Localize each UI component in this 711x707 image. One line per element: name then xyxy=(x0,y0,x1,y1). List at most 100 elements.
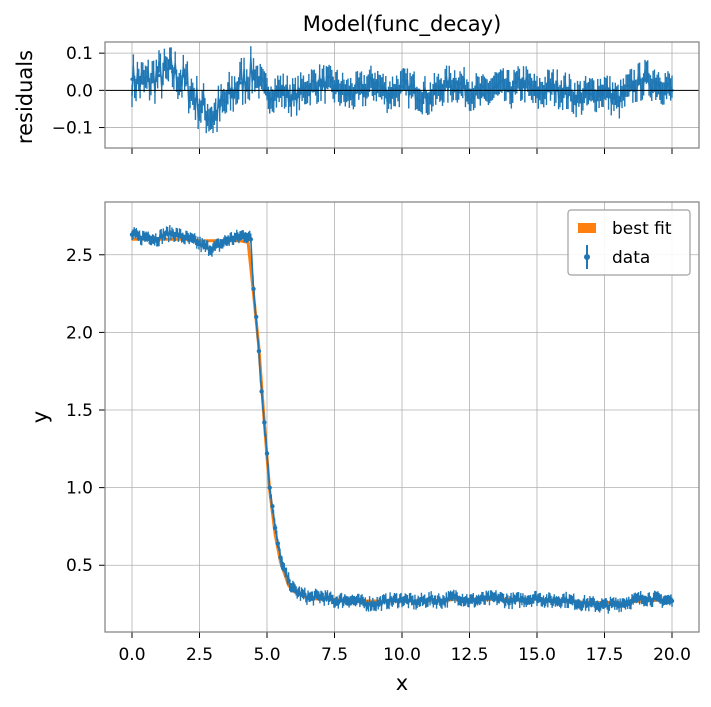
data-point xyxy=(275,541,280,546)
residual-point xyxy=(319,81,323,85)
residual-point xyxy=(548,85,553,89)
data-point xyxy=(359,600,364,605)
residual-point xyxy=(130,77,134,81)
data-point xyxy=(146,233,151,239)
y-axis-label: y xyxy=(28,411,52,423)
main-y-tick-label: 2.5 xyxy=(66,246,93,266)
data-point xyxy=(227,237,232,242)
residual-point xyxy=(521,81,526,85)
residual-point xyxy=(386,92,391,96)
main-x-tick-label: 10.0 xyxy=(383,645,421,665)
data-point xyxy=(629,598,634,604)
data-point xyxy=(264,451,270,456)
residual-point xyxy=(238,81,242,85)
data-point xyxy=(440,598,445,604)
main-x-tick-label: 2.5 xyxy=(186,645,213,665)
data-point xyxy=(656,597,661,602)
residual-point xyxy=(170,70,175,74)
residual-point xyxy=(373,81,377,85)
data-point xyxy=(129,232,135,237)
residuals-y-ticks: 0.1 0.0 −0.1 xyxy=(52,44,105,139)
data-point xyxy=(202,244,208,250)
data-point xyxy=(507,598,513,604)
chart-title: Model(func_decay) xyxy=(303,12,502,37)
data-point xyxy=(267,485,272,490)
data-point xyxy=(286,578,291,583)
data-point xyxy=(259,389,264,394)
residual-point xyxy=(481,92,485,96)
data-point xyxy=(210,246,216,251)
data-point xyxy=(318,594,324,599)
residual-point xyxy=(427,96,431,100)
data-point xyxy=(248,237,253,242)
main-y-tick-label: 2.0 xyxy=(66,323,93,343)
residual-point xyxy=(454,81,458,85)
main-marks xyxy=(129,225,675,614)
data-point xyxy=(332,598,337,604)
data-point xyxy=(534,595,540,601)
data-point xyxy=(494,595,499,601)
main-y-tick-label: 1.5 xyxy=(66,401,93,421)
residual-point xyxy=(143,81,148,85)
main-y-tick-label: 1.0 xyxy=(66,479,93,499)
data-point xyxy=(426,597,432,602)
data-point xyxy=(270,504,275,509)
data-point xyxy=(218,241,224,247)
residual-point xyxy=(157,73,161,78)
data-point xyxy=(602,603,607,608)
data-point xyxy=(243,232,248,237)
residual-point xyxy=(292,96,296,100)
data-point xyxy=(194,240,199,245)
residual-point xyxy=(629,85,634,89)
data-point xyxy=(154,237,159,242)
data-point xyxy=(642,595,648,601)
main-x-tick-label: 5.0 xyxy=(253,645,280,665)
residual-point xyxy=(305,85,310,89)
data-point xyxy=(291,587,297,593)
residuals-y-axis-label: residuals xyxy=(13,50,37,144)
data-point xyxy=(281,566,286,571)
x-axis-label: x xyxy=(396,671,408,695)
residuals-series xyxy=(131,57,673,123)
data-point xyxy=(413,600,418,605)
data-point xyxy=(186,237,191,242)
data-point xyxy=(278,555,283,560)
main-x-tick-label: 15.0 xyxy=(518,645,556,665)
legend-best-fit-label: best fit xyxy=(612,219,672,239)
data-point xyxy=(170,230,175,236)
data-point xyxy=(235,235,240,240)
main-x-ticks: 0.0 2.5 5.0 7.5 10.0 12.5 15.0 17.5 20.0 xyxy=(118,632,691,665)
residual-point xyxy=(400,85,404,89)
main-x-tick-label: 20.0 xyxy=(653,645,691,665)
main-frame xyxy=(104,201,700,633)
legend-data-dot xyxy=(584,254,590,260)
data-point xyxy=(137,235,143,240)
data-point xyxy=(669,598,675,604)
data-point xyxy=(262,420,267,425)
main-y-tick-label: 0.5 xyxy=(66,556,93,576)
data-point xyxy=(480,597,486,602)
residuals-y-tick-label: 0.1 xyxy=(66,44,93,64)
data-point xyxy=(588,601,594,607)
residual-point xyxy=(224,99,229,104)
residual-point xyxy=(346,92,350,96)
main-x-tick-label: 7.5 xyxy=(321,645,348,665)
residual-point xyxy=(535,92,539,96)
residual-point xyxy=(643,77,647,81)
residuals-x-ticks xyxy=(131,148,673,154)
main-x-tick-label: 0.0 xyxy=(118,645,145,665)
data-point xyxy=(467,598,472,604)
residual-point xyxy=(575,96,580,100)
residual-point xyxy=(656,81,661,85)
residuals-marks xyxy=(105,46,699,134)
data-point xyxy=(521,597,526,602)
residual-point xyxy=(440,85,445,89)
data-point xyxy=(399,597,405,602)
residual-point xyxy=(265,92,269,96)
data-point xyxy=(178,233,183,239)
legend: best fit data xyxy=(567,209,691,276)
legend-best-fit-swatch xyxy=(578,223,596,233)
legend-data-marker xyxy=(584,245,590,269)
data-point xyxy=(575,600,580,605)
